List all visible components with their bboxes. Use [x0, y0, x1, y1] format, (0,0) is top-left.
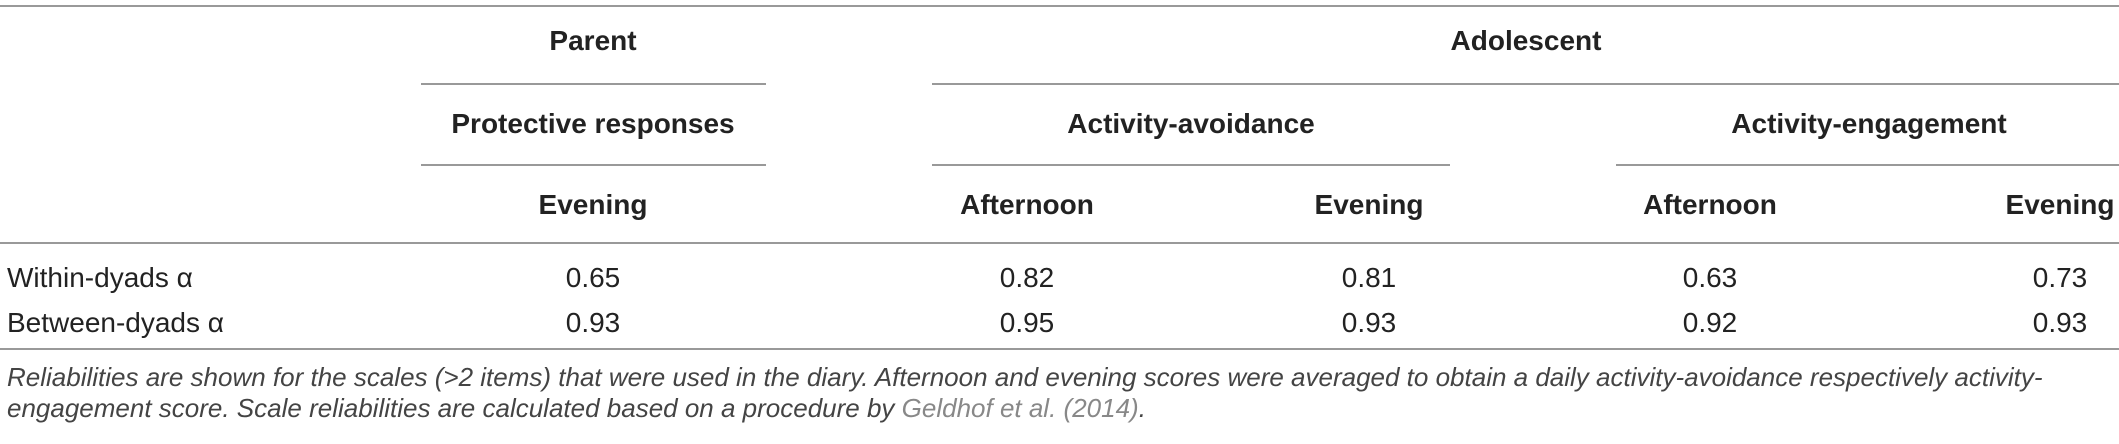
- cell: 0.73: [2032, 262, 2088, 293]
- time-header: Evening: [538, 189, 648, 220]
- footnote-end: .: [1138, 393, 1146, 423]
- cell: 0.93: [2032, 307, 2088, 338]
- cell: 0.81: [1341, 262, 1397, 293]
- time-header: Evening: [1314, 189, 1424, 220]
- rule: [421, 83, 766, 85]
- cell: 0.93: [565, 307, 621, 338]
- cell: 0.95: [999, 307, 1055, 338]
- rule: [932, 83, 2119, 85]
- cell: 0.93: [1341, 307, 1397, 338]
- scale-header: Activity-avoidance: [1067, 108, 1315, 139]
- rule: [0, 348, 2119, 350]
- row-label: Within-dyads α: [7, 262, 193, 293]
- group-header: Parent: [549, 25, 637, 56]
- citation-link[interactable]: Geldhof et al. (2014): [901, 393, 1139, 423]
- rule: [421, 164, 766, 166]
- scale-header: Protective responses: [451, 108, 735, 139]
- time-header: Afternoon: [1643, 189, 1777, 220]
- rule: [1616, 164, 2119, 166]
- row-label: Between-dyads α: [7, 307, 224, 338]
- cell: 0.82: [999, 262, 1055, 293]
- cell: 0.63: [1682, 262, 1738, 293]
- scale-header: Activity-engagement: [1731, 108, 2007, 139]
- cell: 0.92: [1682, 307, 1738, 338]
- group-header: Adolescent: [1450, 25, 1602, 56]
- footnote: Reliabilities are shown for the scales (…: [7, 362, 2107, 424]
- rule: [932, 164, 1450, 166]
- cell: 0.65: [565, 262, 621, 293]
- time-header: Evening: [2005, 189, 2115, 220]
- rule: [0, 242, 2119, 244]
- rule: [0, 5, 2119, 7]
- footnote-text: Reliabilities are shown for the scales (…: [7, 362, 2043, 423]
- time-header: Afternoon: [960, 189, 1094, 220]
